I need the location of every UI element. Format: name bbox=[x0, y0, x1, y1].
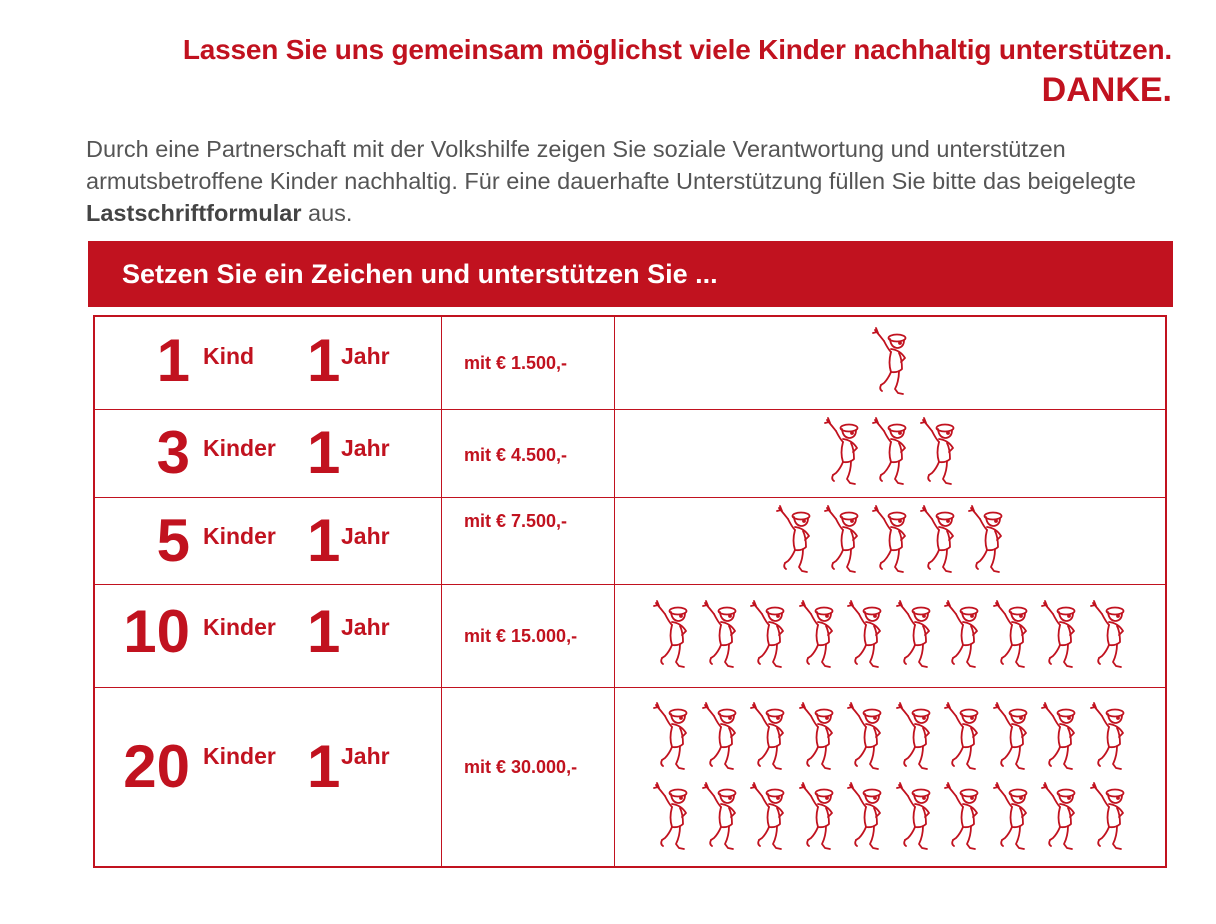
thanks-text: DANKE. bbox=[1041, 71, 1172, 109]
year-count: 1 bbox=[307, 327, 341, 394]
dancing-child-icon bbox=[822, 504, 864, 577]
year-count: 1 bbox=[307, 733, 341, 800]
dancing-child-icon bbox=[918, 504, 960, 577]
year-count: 1 bbox=[307, 419, 341, 486]
dancing-child-icon bbox=[797, 701, 839, 774]
child-unit: Kind bbox=[203, 343, 255, 369]
dancing-child-icon bbox=[870, 327, 912, 399]
donation-amount: mit € 15.000,- bbox=[464, 626, 578, 646]
dancing-child-icon bbox=[748, 599, 790, 672]
dancing-child-icon bbox=[774, 504, 816, 577]
dancing-child-icon bbox=[991, 599, 1033, 672]
donation-amount: mit € 1.500,- bbox=[464, 353, 568, 373]
dancing-child-icon bbox=[870, 504, 912, 577]
child-count: 5 bbox=[156, 507, 190, 574]
dancing-child-icon bbox=[797, 599, 839, 672]
child-unit: Kinder bbox=[203, 523, 276, 549]
dancing-child-icon bbox=[1088, 599, 1130, 672]
intro-text: Durch eine Partnerschaft mit der Volkshi… bbox=[86, 136, 1136, 194]
child-unit: Kinder bbox=[203, 743, 276, 769]
dancing-child-icon bbox=[1088, 781, 1130, 854]
dancing-child-icon bbox=[845, 599, 887, 672]
banner-title: Setzen Sie ein Zeichen und unterstützen … bbox=[122, 259, 718, 289]
column-divider bbox=[441, 317, 442, 866]
table-row: 5 Kinder 1 Jahr mit € 7.500,- bbox=[95, 497, 1165, 584]
dancing-child-icon bbox=[700, 599, 742, 672]
donation-amount: mit € 30.000,- bbox=[464, 757, 578, 777]
row-divider bbox=[95, 687, 1165, 688]
child-unit: Kinder bbox=[203, 614, 276, 640]
intro-paragraph: Durch eine Partnerschaft mit der Volkshi… bbox=[86, 133, 1186, 229]
dancing-child-icon bbox=[822, 417, 864, 489]
dancing-child-icon bbox=[894, 701, 936, 774]
headline-text: Lassen Sie uns gemeinsam möglichst viele… bbox=[182, 34, 1172, 65]
row-divider bbox=[95, 584, 1165, 585]
child-count: 3 bbox=[156, 419, 190, 486]
dancing-child-icon bbox=[651, 599, 693, 672]
donation-amount: mit € 7.500,- bbox=[464, 511, 568, 531]
dancing-child-icon bbox=[894, 781, 936, 854]
table-row: 10 Kinder 1 Jahr mit € 15.000,- bbox=[95, 584, 1165, 687]
dancing-child-icon bbox=[894, 599, 936, 672]
section-banner: Setzen Sie ein Zeichen und unterstützen … bbox=[88, 241, 1173, 307]
dancing-child-icon bbox=[748, 701, 790, 774]
donation-table: 1 Kind 1 Jahr mit € 1.500,- 3 Kinder 1 J… bbox=[93, 315, 1167, 868]
column-divider bbox=[614, 317, 615, 866]
intro-text-end: aus. bbox=[301, 200, 353, 226]
dancing-child-icon bbox=[845, 781, 887, 854]
dancing-child-icon bbox=[797, 781, 839, 854]
year-count: 1 bbox=[307, 598, 341, 665]
dancing-child-icon bbox=[966, 504, 1008, 577]
dancing-child-icon bbox=[991, 781, 1033, 854]
dancing-child-icon bbox=[870, 417, 912, 489]
form-name: Lastschriftformular bbox=[86, 200, 302, 226]
table-row: 3 Kinder 1 Jahr mit € 4.500,- bbox=[95, 409, 1165, 497]
dancing-child-icon bbox=[700, 781, 742, 854]
child-count: 1 bbox=[156, 327, 190, 394]
children-illustration bbox=[95, 687, 1165, 868]
table-row: 1 Kind 1 Jahr mit € 1.500,- bbox=[95, 317, 1165, 409]
donation-amount: mit € 4.500,- bbox=[464, 445, 568, 465]
dancing-child-icon bbox=[942, 701, 984, 774]
year-count: 1 bbox=[307, 507, 341, 574]
child-count: 10 bbox=[123, 598, 190, 665]
dancing-child-icon bbox=[651, 701, 693, 774]
row-divider bbox=[95, 409, 1165, 410]
children-illustration bbox=[95, 317, 1165, 409]
headline: Lassen Sie uns gemeinsam möglichst viele… bbox=[183, 30, 1172, 110]
table-row: 20 Kinder 1 Jahr mit € 30.000,- bbox=[95, 687, 1165, 868]
dancing-child-icon bbox=[942, 781, 984, 854]
child-count: 20 bbox=[123, 733, 190, 800]
dancing-child-icon bbox=[1039, 701, 1081, 774]
year-unit: Jahr bbox=[341, 435, 390, 461]
children-illustration bbox=[95, 584, 1165, 687]
dancing-child-icon bbox=[1039, 599, 1081, 672]
children-illustration bbox=[95, 409, 1165, 497]
dancing-child-icon bbox=[1039, 781, 1081, 854]
year-unit: Jahr bbox=[341, 523, 390, 549]
dancing-child-icon bbox=[845, 701, 887, 774]
row-divider bbox=[95, 497, 1165, 498]
children-illustration bbox=[95, 497, 1165, 584]
dancing-child-icon bbox=[1088, 701, 1130, 774]
dancing-child-icon bbox=[651, 781, 693, 854]
dancing-child-icon bbox=[748, 781, 790, 854]
year-unit: Jahr bbox=[341, 343, 390, 369]
child-unit: Kinder bbox=[203, 435, 276, 461]
year-unit: Jahr bbox=[341, 614, 390, 640]
dancing-child-icon bbox=[700, 701, 742, 774]
year-unit: Jahr bbox=[341, 743, 390, 769]
dancing-child-icon bbox=[991, 701, 1033, 774]
dancing-child-icon bbox=[918, 417, 960, 489]
dancing-child-icon bbox=[942, 599, 984, 672]
